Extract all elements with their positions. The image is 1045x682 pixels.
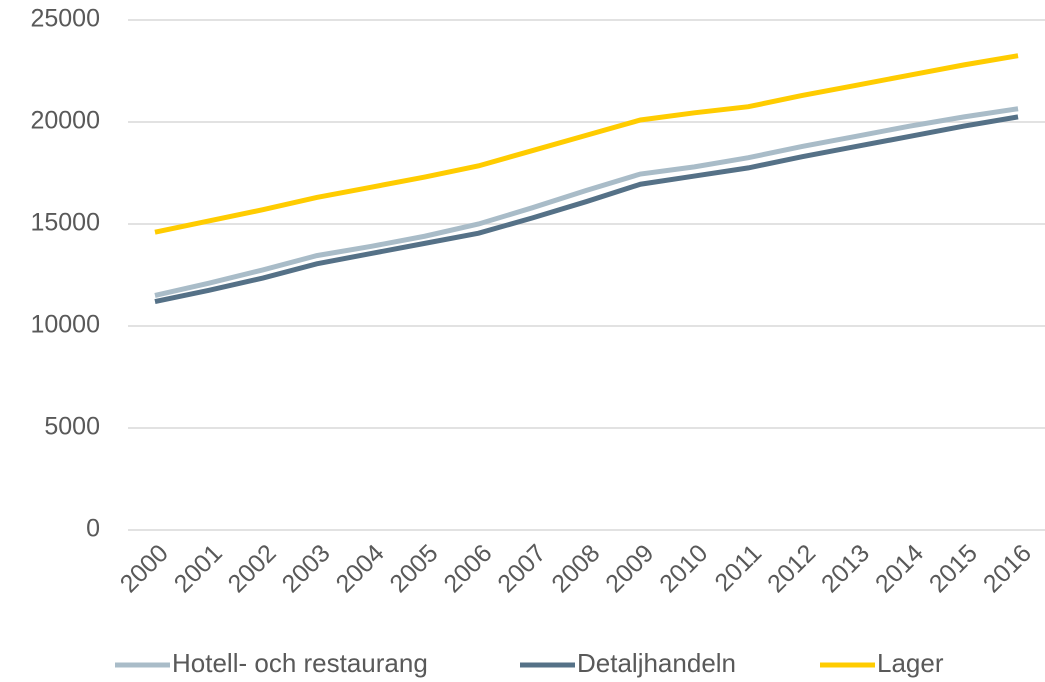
x-tick-label: 2009 — [600, 539, 659, 598]
x-tick-label: 2015 — [924, 539, 983, 598]
y-tick-label: 20000 — [30, 107, 100, 135]
x-tick-label: 2011 — [709, 539, 767, 597]
y-tick-label: 10000 — [30, 311, 100, 339]
x-tick-label: 2006 — [438, 539, 497, 598]
x-tick-label: 2000 — [115, 539, 174, 598]
x-tick-label: 2016 — [978, 539, 1037, 598]
y-tick-label: 5000 — [44, 413, 100, 441]
y-tick-label: 25000 — [30, 5, 100, 33]
x-tick-label: 2004 — [331, 539, 390, 598]
series-line — [154, 106, 1019, 298]
x-tick-label: 2003 — [277, 539, 336, 598]
x-tick-label: 2001 — [169, 539, 228, 598]
x-tick-label: 2005 — [384, 539, 443, 598]
x-tick-label: 2008 — [546, 539, 605, 598]
legend-label: Hotell- och restaurang — [172, 648, 428, 678]
series-line — [154, 114, 1019, 304]
x-tick-label: 2012 — [762, 539, 821, 598]
x-tick-label: 2014 — [870, 539, 929, 598]
y-tick-label: 15000 — [30, 209, 100, 237]
series-line — [154, 53, 1019, 235]
x-tick-label: 2007 — [492, 539, 551, 598]
legend-label: Lager — [877, 648, 944, 678]
legend-label: Detaljhandeln — [577, 648, 736, 678]
y-tick-label: 0 — [86, 515, 100, 543]
x-tick-label: 2010 — [654, 539, 713, 598]
x-tick-label: 2013 — [816, 539, 875, 598]
x-tick-label: 2002 — [223, 539, 282, 598]
